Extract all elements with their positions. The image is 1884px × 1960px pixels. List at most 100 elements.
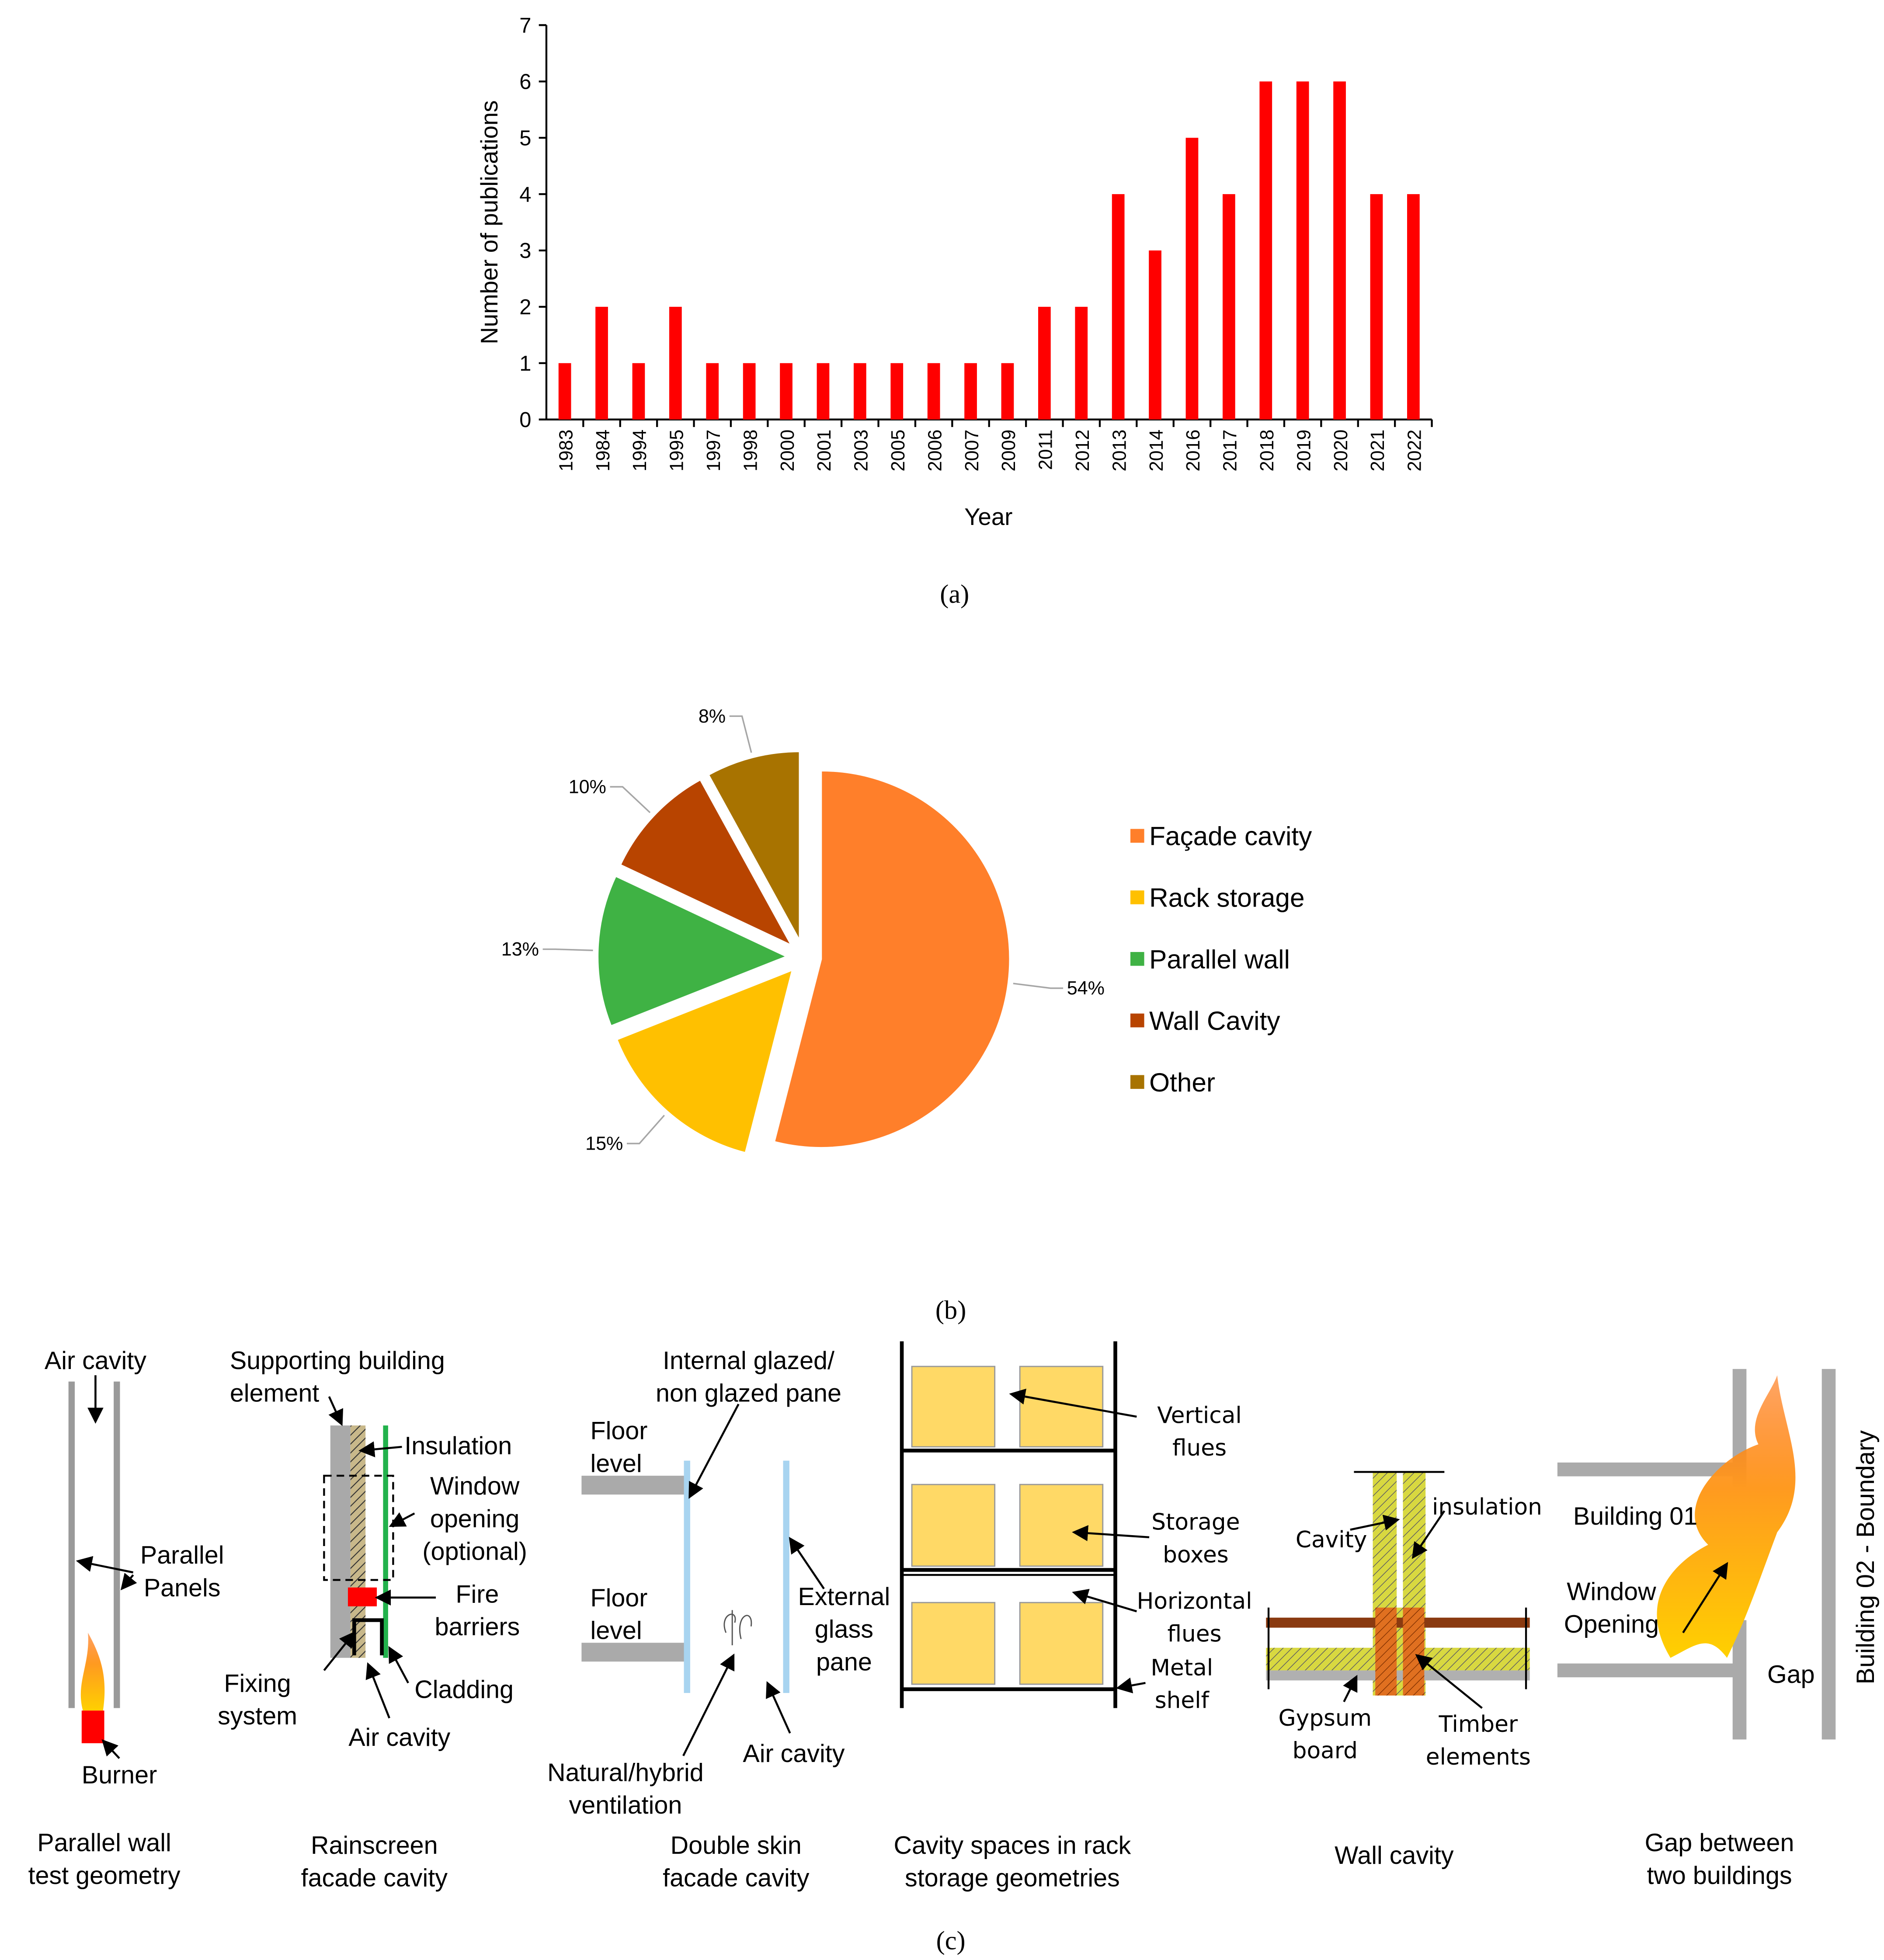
data-label: 54% bbox=[1067, 978, 1105, 999]
bar bbox=[1333, 81, 1346, 420]
legend-swatch bbox=[1130, 829, 1144, 843]
diagram-caption: Rainscreen bbox=[311, 1831, 438, 1859]
diagram-label: boxes bbox=[1163, 1542, 1229, 1568]
diagram-label: Storage bbox=[1151, 1509, 1240, 1536]
diagram-label: Fire bbox=[455, 1580, 499, 1608]
diagram-label: Insulation bbox=[404, 1432, 512, 1460]
diagram-label: Natural/hybrid bbox=[547, 1758, 704, 1786]
leader-line bbox=[1013, 983, 1064, 989]
x-tick-label: 1995 bbox=[667, 430, 688, 472]
diagram-label: Fixing bbox=[224, 1669, 291, 1697]
leader-line bbox=[729, 715, 752, 753]
bar bbox=[1407, 194, 1420, 420]
bar bbox=[1185, 138, 1199, 420]
diagram-label: Metal bbox=[1151, 1655, 1213, 1681]
diagram-label: Cavity bbox=[1296, 1527, 1367, 1553]
x-tick-label: 2006 bbox=[925, 430, 945, 472]
x-tick-label: 2014 bbox=[1146, 430, 1167, 472]
diagram-caption: Parallel wall bbox=[37, 1829, 171, 1857]
y-tick-label: 5 bbox=[519, 126, 531, 150]
diagram-caption: Gap between bbox=[1645, 1829, 1794, 1857]
diagram-caption: facade cavity bbox=[301, 1864, 448, 1892]
pie-slice bbox=[597, 875, 788, 1027]
data-label: 8% bbox=[699, 706, 726, 727]
leader-line bbox=[610, 786, 651, 813]
diagram-label: shelf bbox=[1155, 1688, 1210, 1714]
diagram-caption: storage geometries bbox=[905, 1864, 1120, 1892]
x-tick-label: 2011 bbox=[1036, 430, 1057, 470]
leader-line bbox=[542, 948, 593, 951]
diagram-label: Internal glazed/ bbox=[663, 1347, 834, 1375]
x-tick-label: 1983 bbox=[556, 430, 577, 472]
diagram-caption: Double skin bbox=[671, 1831, 802, 1859]
y-tick-label: 1 bbox=[519, 352, 531, 375]
legend-swatch bbox=[1130, 1013, 1144, 1028]
legend-label: Façade cavity bbox=[1149, 821, 1312, 851]
x-tick-label: 2012 bbox=[1072, 430, 1093, 472]
bar bbox=[1001, 363, 1014, 420]
bar bbox=[743, 363, 756, 420]
diagram-label: Supporting building bbox=[230, 1347, 445, 1375]
diagram-label: Building 02 - Boundary bbox=[1852, 1430, 1880, 1685]
y-tick-label: 3 bbox=[519, 239, 531, 263]
diagram-label: Timber bbox=[1439, 1711, 1518, 1738]
bar bbox=[817, 363, 830, 420]
legend-label: Wall Cavity bbox=[1149, 1006, 1280, 1036]
diagram-label: ventilation bbox=[569, 1791, 682, 1819]
bar bbox=[1075, 306, 1088, 420]
x-tick-label: 1994 bbox=[629, 430, 650, 472]
panel-label: (b) bbox=[935, 1296, 966, 1325]
diagram-label: Air cavity bbox=[45, 1347, 146, 1375]
diagram-label: Opening bbox=[1564, 1610, 1659, 1638]
x-tick-label: 2001 bbox=[814, 430, 835, 472]
legend-label: Parallel wall bbox=[1149, 944, 1290, 974]
diagram-shapes bbox=[68, 1341, 1836, 1759]
diagram-label: Parallel bbox=[140, 1541, 224, 1569]
x-tick-label: 2005 bbox=[888, 430, 909, 472]
bar bbox=[669, 306, 682, 420]
bar bbox=[706, 363, 719, 420]
diagram-label: Window bbox=[1567, 1578, 1656, 1606]
bar bbox=[632, 363, 645, 420]
data-label: 15% bbox=[585, 1133, 623, 1154]
bar bbox=[1038, 306, 1051, 420]
diagram-label: elements bbox=[1426, 1744, 1531, 1770]
diagram-label: Burner bbox=[82, 1761, 157, 1789]
diagram-label: Floor bbox=[590, 1417, 647, 1445]
bar bbox=[927, 363, 940, 420]
bar bbox=[1370, 194, 1383, 420]
diagram-label: element bbox=[230, 1380, 319, 1407]
bar bbox=[1149, 250, 1161, 420]
y-tick-label: 6 bbox=[519, 70, 531, 94]
diagram-label: glass bbox=[815, 1616, 873, 1644]
bar bbox=[964, 363, 977, 420]
diagram-label: (optional) bbox=[422, 1538, 527, 1566]
x-tick-label: 2009 bbox=[998, 430, 1019, 472]
pie-slice bbox=[616, 969, 793, 1154]
diagram-label: External bbox=[798, 1583, 890, 1611]
diagram-label: non glazed pane bbox=[656, 1380, 841, 1407]
x-tick-label: 2021 bbox=[1367, 430, 1388, 472]
diagram-label: Horizontal bbox=[1137, 1588, 1252, 1615]
diagram-label: insulation bbox=[1432, 1494, 1542, 1520]
diagram-label: barriers bbox=[435, 1613, 520, 1641]
pie-slice bbox=[773, 770, 1011, 1148]
diagram-label: Building 01 bbox=[1573, 1502, 1697, 1530]
diagram-label: level bbox=[590, 1449, 642, 1477]
x-tick-label: 2016 bbox=[1183, 430, 1204, 472]
diagram-label: flues bbox=[1172, 1435, 1227, 1461]
data-label: 10% bbox=[569, 776, 606, 797]
bar bbox=[890, 363, 904, 420]
diagram-label: board bbox=[1293, 1738, 1358, 1764]
diagram-label: level bbox=[590, 1617, 642, 1645]
bar bbox=[558, 363, 571, 420]
bar bbox=[1112, 194, 1125, 420]
diagram-label: pane bbox=[816, 1648, 872, 1676]
y-axis-label: Number of publications bbox=[476, 100, 503, 344]
pie-slice bbox=[708, 751, 800, 941]
diagram-label: Air cavity bbox=[743, 1740, 845, 1768]
x-tick-label: 2003 bbox=[851, 430, 872, 472]
x-tick-label: 2022 bbox=[1404, 430, 1425, 472]
diagram-caption: two buildings bbox=[1647, 1862, 1792, 1890]
